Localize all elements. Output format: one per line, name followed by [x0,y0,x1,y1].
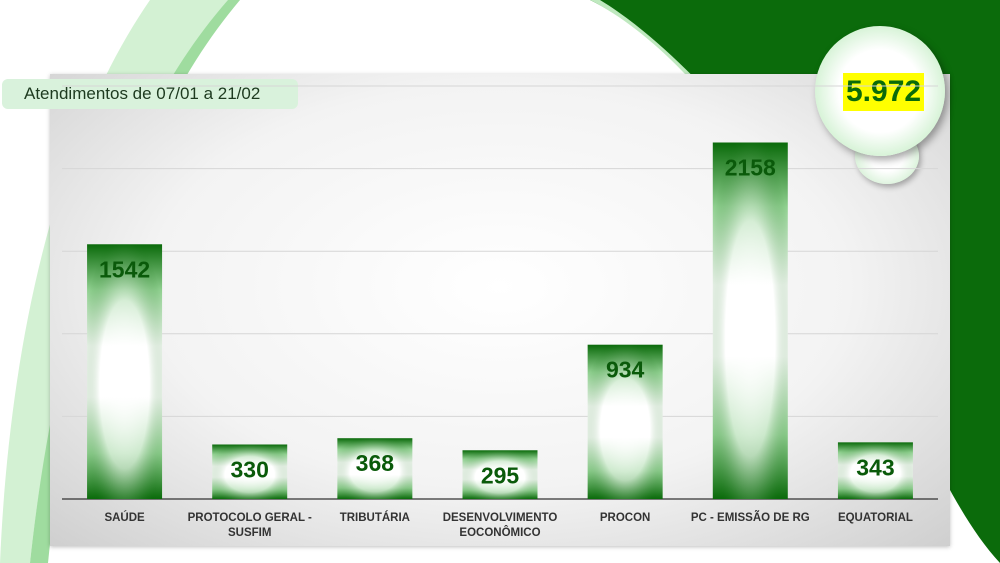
bar-glow [587,344,663,499]
bar-glow [337,438,413,499]
data-label: 330 [231,456,269,482]
bar-glow [462,450,538,499]
data-label: 2158 [725,154,776,180]
data-label: 368 [356,450,395,476]
data-label: 295 [481,462,520,488]
category-label: EQUATORIAL [838,512,913,524]
period-label: Atendimentos de 07/01 a 21/02 [2,79,298,109]
data-label: 343 [856,454,894,480]
bar-glow [212,444,288,499]
category-label: EOCONÔMICO [459,526,540,539]
category-label: PC - EMISSÃO DE RG [691,511,810,524]
category-label: SAÚDE [104,511,145,524]
data-labels: 1542 330 368 295 934 2158 343 [99,154,895,488]
gridlines [62,85,938,500]
category-label: PROCON [600,512,650,524]
data-label: 934 [606,357,645,383]
category-labels: SAÚDE PROTOCOLO GERAL - SUSFIM TRIBUTÁRIA DE… [104,511,912,539]
category-label: TRIBUTÁRIA [340,511,410,524]
data-label: 1542 [99,256,150,282]
bars [87,142,913,499]
bar-glow [87,244,163,499]
bar-glow [837,442,913,499]
bar-glow [712,142,788,499]
category-label: PROTOCOLO GERAL - [188,512,312,524]
category-label: DESENVOLVIMENTO [443,512,558,524]
category-label: SUSFIM [228,527,271,539]
total-value: 5.972 [843,73,925,111]
